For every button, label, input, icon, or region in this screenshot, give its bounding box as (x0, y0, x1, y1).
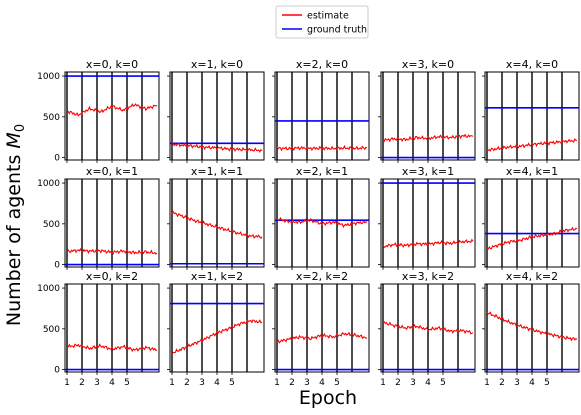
panel-2: x=1, k=0 (167, 58, 265, 163)
x-axis-label: Epoch (299, 387, 357, 409)
y-axis-label: Number of agents M0 (3, 124, 28, 326)
panel-title: x=3, k=0 (402, 58, 454, 71)
estimate-line (276, 144, 368, 152)
panel-title: x=0, k=0 (86, 58, 138, 71)
legend-estimate-label: estimate (307, 11, 349, 22)
estimate-line (486, 226, 578, 250)
estimate-line (382, 133, 474, 143)
estimate-line (486, 311, 578, 342)
y-tick-label: 1000 (37, 284, 60, 294)
panel-title: x=2, k=0 (296, 58, 348, 71)
panel-7: x=1, k=1 (167, 165, 265, 270)
y-tick-label: 500 (43, 113, 60, 123)
panel-14: x=3, k=2 1 2 3 4 5 (378, 270, 476, 388)
x-tick-label: 2 (395, 378, 401, 388)
legend-frame (275, 5, 369, 39)
x-tick-label: 1 (484, 378, 490, 388)
panel-title: x=1, k=1 (191, 165, 243, 178)
x-tick-label: 2 (184, 378, 190, 388)
panel-4: x=3, k=0 (378, 58, 476, 163)
panel-title: x=4, k=2 (506, 270, 558, 283)
estimate-line (382, 238, 474, 249)
panel-5: x=4, k=0 (482, 58, 580, 163)
x-tick-label: 5 (440, 378, 446, 388)
panel-title: x=2, k=1 (296, 165, 348, 178)
x-tick-label: 1 (274, 378, 280, 388)
x-tick-label: 2 (499, 378, 505, 388)
x-tick-label: 4 (319, 378, 325, 388)
estimate-line (66, 247, 158, 255)
x-tick-label: 2 (79, 378, 85, 388)
panel-title: x=0, k=1 (86, 165, 138, 178)
x-tick-label: 4 (214, 378, 220, 388)
panel-12: x=1, k=2 1 2 3 4 5 (167, 270, 265, 388)
panel-6: x=0, k=1 0 500 1000 (37, 165, 160, 271)
x-tick-label: 5 (229, 378, 235, 388)
estimate-line (486, 138, 578, 152)
panel-title: x=4, k=1 (506, 165, 558, 178)
y-tick-label: 0 (54, 366, 60, 376)
estimate-line (171, 210, 263, 240)
x-tick-label: 3 (304, 378, 310, 388)
x-tick-label: 4 (529, 378, 535, 388)
y-tick-label: 1000 (37, 179, 60, 189)
estimate-line (382, 320, 474, 335)
y-axis-label-words: Number of agents (3, 155, 25, 327)
panel-9: x=3, k=1 (378, 165, 476, 270)
panel-10: x=4, k=1 (482, 165, 580, 270)
estimate-line (276, 331, 368, 344)
x-tick-label: 1 (64, 378, 70, 388)
x-tick-label: 3 (94, 378, 100, 388)
panel-title: x=1, k=2 (191, 270, 243, 283)
y-tick-label: 500 (43, 220, 60, 230)
legend: estimate ground truth (275, 5, 369, 39)
y-axis-label-subscript: 0 (13, 124, 28, 132)
panel-13: x=2, k=2 1 2 3 4 5 (272, 270, 370, 388)
panel-title: x=3, k=1 (402, 165, 454, 178)
estimate-line (66, 103, 158, 117)
panel-title: x=0, k=2 (86, 270, 138, 283)
panel-15: x=4, k=2 1 2 3 4 5 (482, 270, 580, 388)
panel-1: x=0, k=0 0 500 1000 (37, 58, 160, 164)
x-tick-label: 5 (544, 378, 550, 388)
legend-ground-truth-label: ground truth (307, 25, 367, 36)
y-tick-label: 0 (54, 261, 60, 271)
panel-title: x=3, k=2 (402, 270, 454, 283)
x-tick-label: 3 (514, 378, 520, 388)
estimate-line (66, 343, 158, 353)
x-tick-label: 1 (380, 378, 386, 388)
panel-11: x=0, k=2 0 500 1000 1 2 3 4 5 (37, 270, 160, 388)
panel-title: x=2, k=2 (296, 270, 348, 283)
x-tick-label: 3 (410, 378, 416, 388)
x-tick-label: 4 (109, 378, 115, 388)
x-tick-label: 1 (169, 378, 175, 388)
x-tick-label: 2 (289, 378, 295, 388)
y-tick-label: 1000 (37, 72, 60, 82)
panel-8: x=2, k=1 (272, 165, 370, 270)
estimate-line (171, 142, 263, 154)
x-tick-label: 4 (425, 378, 431, 388)
panel-title: x=1, k=0 (191, 58, 243, 71)
estimate-line (276, 216, 368, 229)
estimate-line (171, 318, 263, 355)
y-axis-label-text: Number of agents M0 (3, 124, 28, 326)
panel-title: x=4, k=0 (506, 58, 558, 71)
panel-3: x=2, k=0 (272, 58, 370, 163)
x-tick-label: 5 (334, 378, 340, 388)
y-axis-label-symbol: M (3, 132, 25, 148)
y-tick-label: 0 (54, 154, 60, 164)
x-tick-label: 5 (124, 378, 130, 388)
y-tick-label: 500 (43, 325, 60, 335)
x-tick-label: 3 (199, 378, 205, 388)
